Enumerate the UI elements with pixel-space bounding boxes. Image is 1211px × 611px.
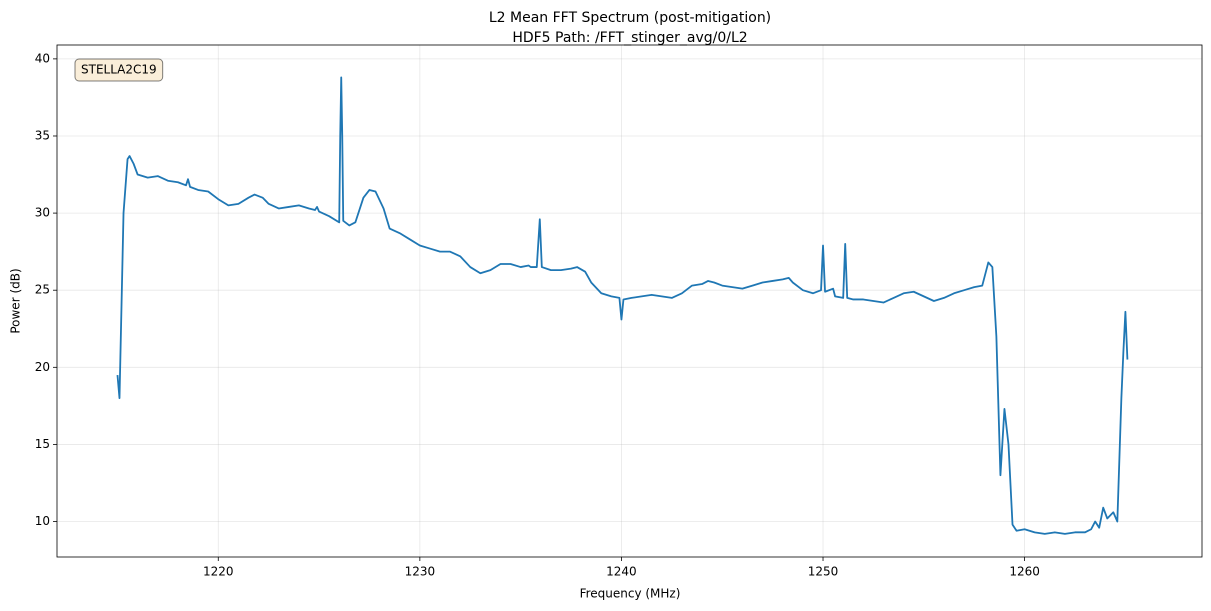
x-tick-label: 1250	[808, 565, 839, 579]
x-tick-label: 1220	[203, 565, 234, 579]
y-tick-label: 25	[35, 283, 50, 297]
y-tick-label: 35	[35, 128, 50, 142]
annotation: STELLA2C19	[81, 63, 157, 77]
series-line	[116, 76, 1129, 535]
x-tick-label: 1260	[1009, 565, 1040, 579]
y-tick-label: 20	[35, 360, 50, 374]
y-tick-label: 30	[35, 206, 50, 220]
x-axis-label: Frequency (MHz)	[580, 587, 681, 601]
annotation-box	[74, 58, 164, 82]
x-tick-label: 1230	[405, 565, 436, 579]
x-tick-label: 1240	[606, 565, 637, 579]
y-tick-label: 40	[35, 51, 50, 65]
chart-subtitle: HDF5 Path: /FFT_stinger_avg/0/L2	[512, 30, 747, 46]
y-tick-label: 15	[35, 437, 50, 451]
chart-title: L2 Mean FFT Spectrum (post-mitigation)	[489, 10, 771, 26]
plot-frame	[56, 44, 1203, 558]
y-axis-label: Power (dB)	[9, 268, 23, 333]
y-tick-label: 10	[35, 514, 50, 528]
